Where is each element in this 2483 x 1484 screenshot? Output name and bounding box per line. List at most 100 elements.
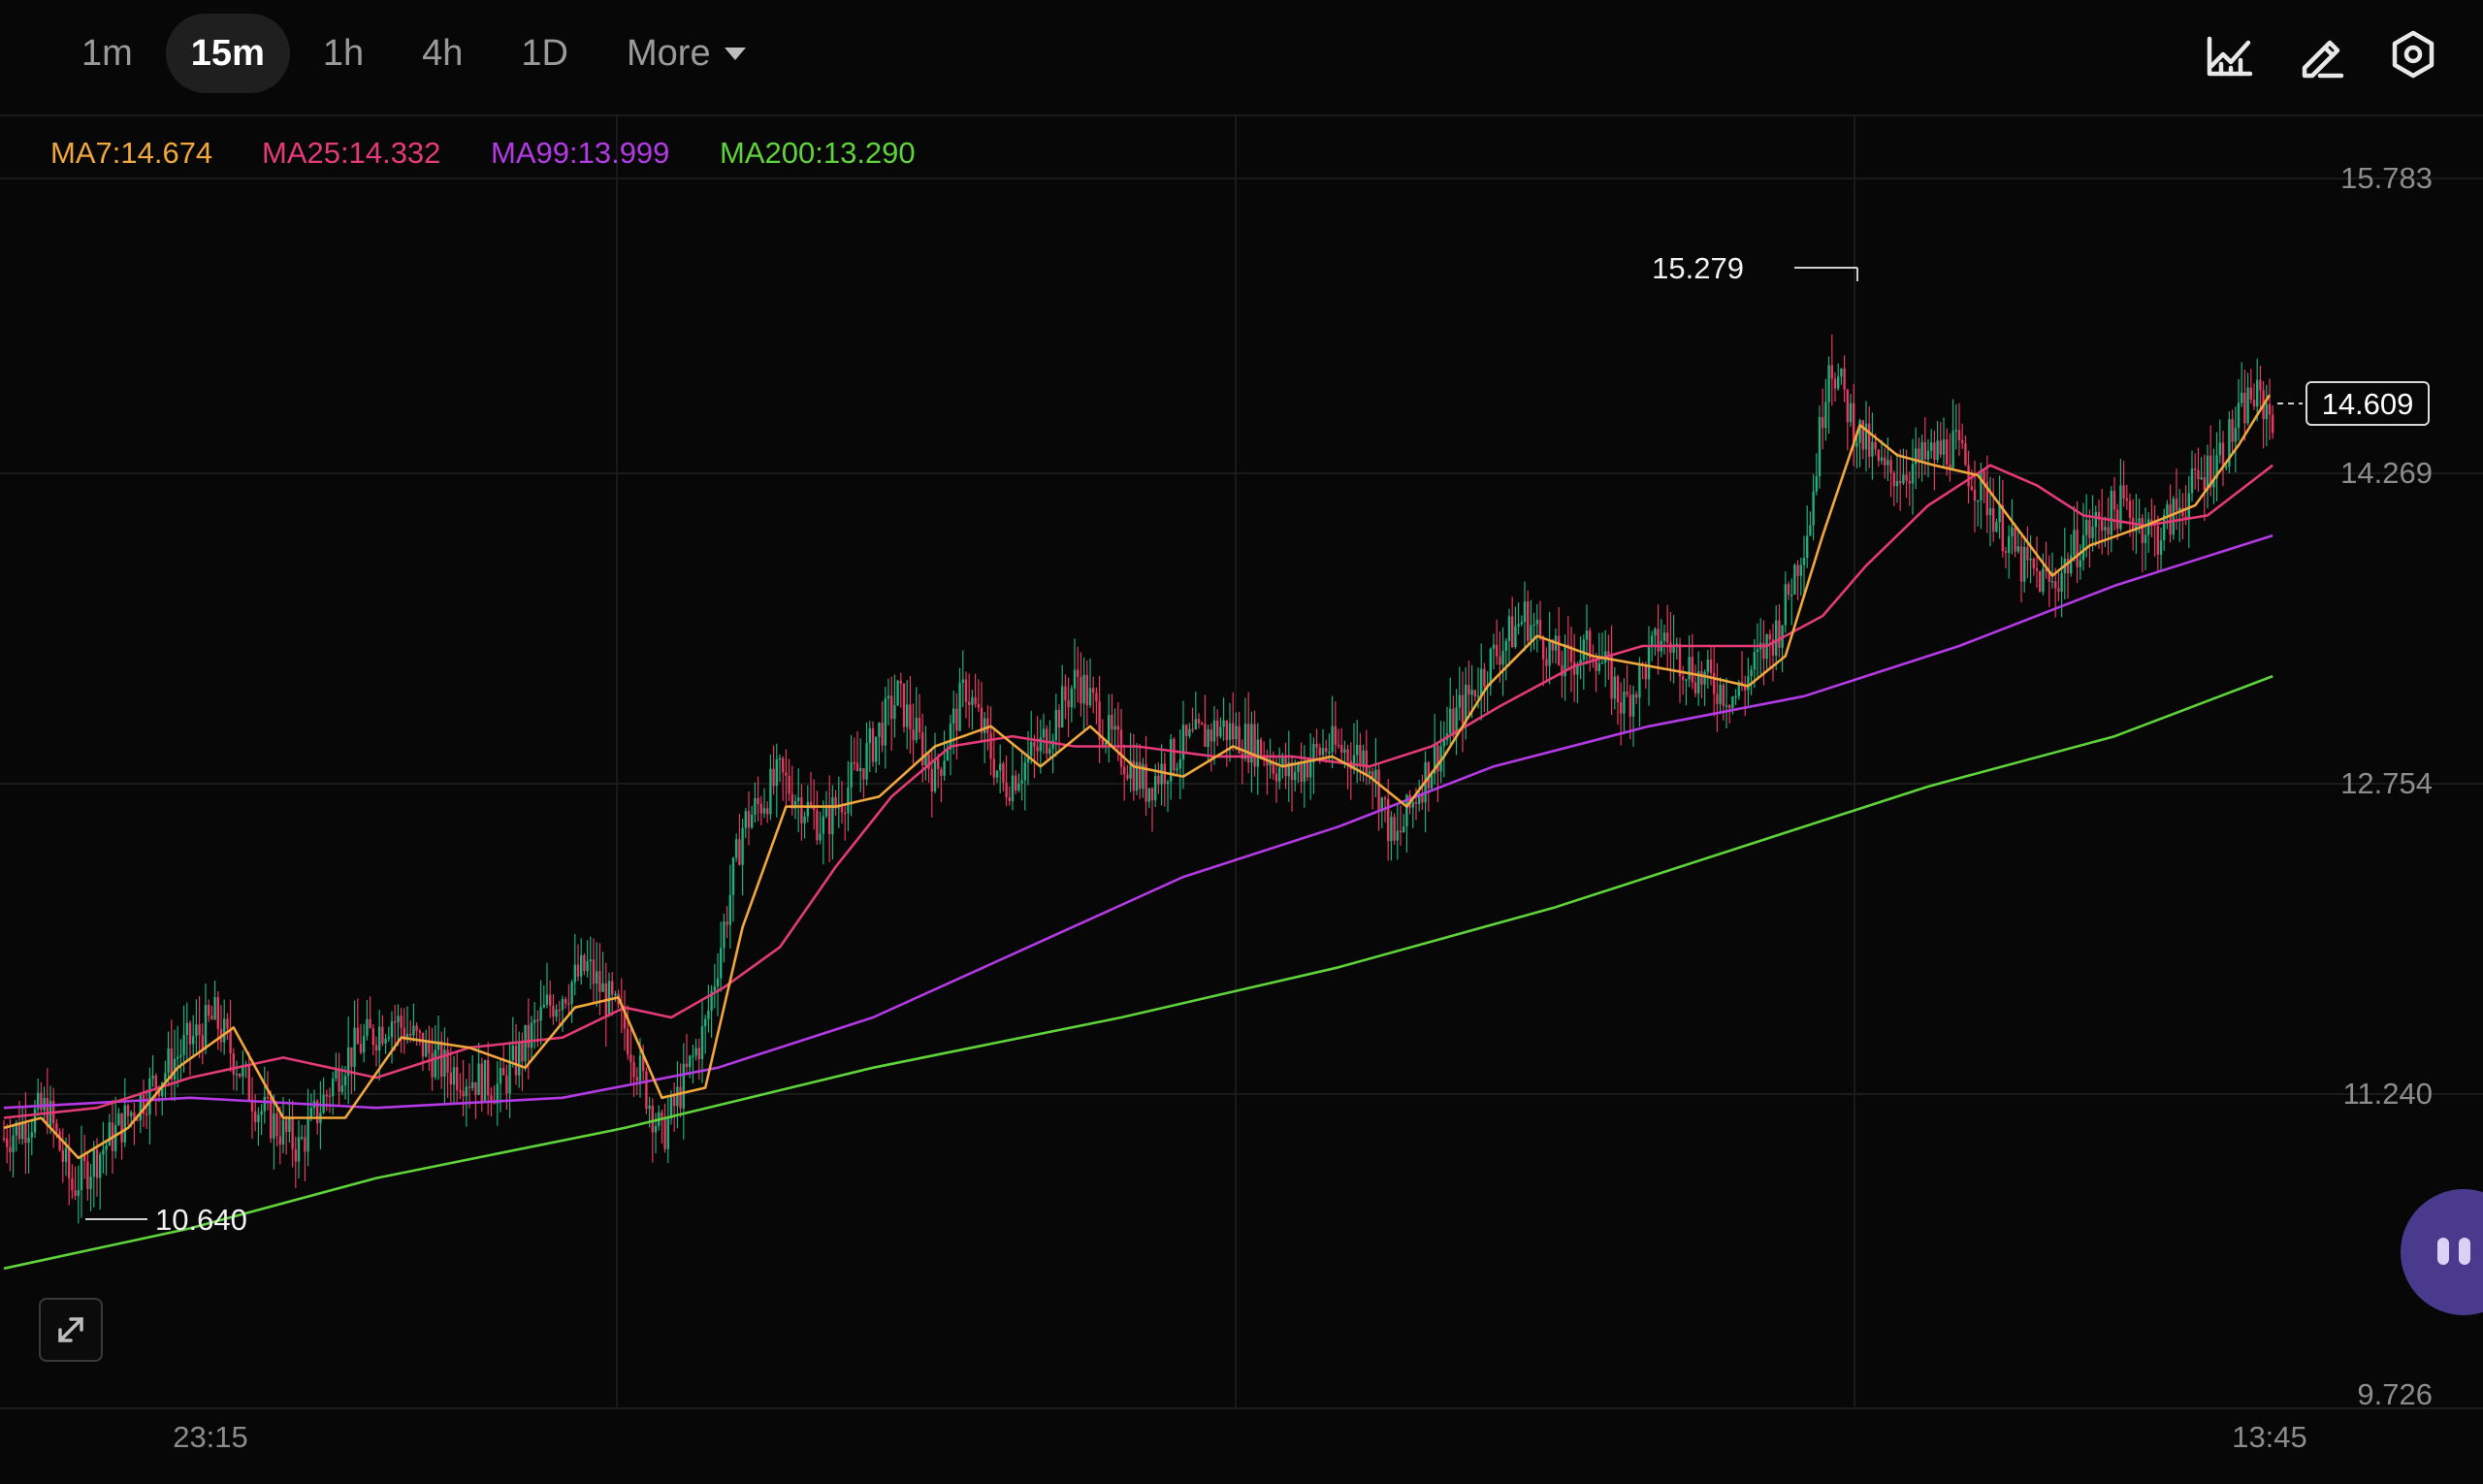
candle-body xyxy=(1150,788,1154,801)
candle-body xyxy=(405,1034,409,1041)
candle-body xyxy=(431,1052,434,1078)
candle-body xyxy=(1709,660,1713,673)
candle-body xyxy=(508,1060,511,1094)
candle-body xyxy=(1455,707,1458,736)
candle-body xyxy=(1334,726,1337,745)
tab-1m[interactable]: 1m xyxy=(81,33,133,74)
candle-body xyxy=(1908,480,1911,484)
candle-body xyxy=(1294,771,1297,781)
candle-body xyxy=(434,1049,436,1078)
candle-body xyxy=(1212,720,1216,742)
candle-body xyxy=(92,1149,95,1178)
candle-body xyxy=(1057,709,1061,728)
candle-body xyxy=(1535,620,1538,625)
candle-body xyxy=(1020,780,1023,784)
candlestick-chart[interactable]: MA7:14.674 MA25:14.332 MA99:13.999 MA200… xyxy=(0,116,2483,1479)
candle-body xyxy=(1436,745,1439,772)
candle-body xyxy=(2200,477,2203,480)
last-price-label: 14.609 xyxy=(2322,387,2414,421)
tab-4h[interactable]: 4h xyxy=(422,33,464,74)
candle-body xyxy=(1644,664,1647,680)
candle-body xyxy=(1039,737,1042,752)
candle-body xyxy=(1315,743,1318,748)
candle-body xyxy=(130,1112,133,1116)
candle-body xyxy=(2150,519,2153,523)
candle-body xyxy=(552,1005,555,1017)
pause-bar xyxy=(2437,1238,2449,1265)
candle-body xyxy=(1530,625,1532,641)
candle-body xyxy=(40,1092,43,1111)
candle-body xyxy=(27,1137,30,1144)
candle-body xyxy=(893,705,896,720)
candle-body xyxy=(1582,639,1585,661)
candle-body xyxy=(1666,632,1669,643)
chart-area[interactable]: MA7:14.674 MA25:14.332 MA99:13.999 MA200… xyxy=(0,116,2483,1479)
candle-body xyxy=(2045,568,2048,572)
candle-body xyxy=(831,797,834,835)
candle-body xyxy=(1318,747,1321,756)
candle-body xyxy=(1238,726,1241,754)
x-axis: 23:15 13:45 xyxy=(173,1420,2307,1454)
candle-body xyxy=(1405,794,1408,826)
draw-icon[interactable] xyxy=(2293,25,2351,83)
candle-body xyxy=(1023,762,1026,781)
candle-body xyxy=(1082,674,1085,704)
candle-body xyxy=(6,1138,9,1147)
candle-body xyxy=(1483,668,1486,687)
candle-body xyxy=(247,1064,250,1101)
candle-body xyxy=(421,1032,425,1057)
candle-body xyxy=(2073,530,2076,556)
candle-body xyxy=(459,1089,462,1092)
candle-body xyxy=(623,1007,627,1029)
tab-1h[interactable]: 1h xyxy=(322,33,365,74)
candle-body xyxy=(1899,480,1902,484)
candle-body xyxy=(974,696,977,704)
candle-body xyxy=(374,1045,378,1051)
candle-body xyxy=(645,1071,648,1109)
candle-body xyxy=(1340,744,1343,753)
candle-body xyxy=(1628,694,1631,717)
candle-body xyxy=(77,1190,80,1196)
candle-body xyxy=(1476,695,1480,697)
candle-body xyxy=(1548,639,1551,666)
candle-body xyxy=(716,978,720,987)
expand-button[interactable] xyxy=(39,1298,103,1362)
candle-body xyxy=(1312,743,1315,763)
candle-body xyxy=(961,679,964,684)
candle-body xyxy=(1290,762,1294,781)
candle-body xyxy=(1889,460,1892,473)
candle-body xyxy=(881,723,884,746)
candle-body xyxy=(1855,442,1858,447)
candle-body xyxy=(1936,440,1939,461)
more-dropdown[interactable]: More xyxy=(601,14,771,93)
candle-body xyxy=(1973,489,1977,501)
candle-body xyxy=(260,1111,263,1115)
candle-body xyxy=(235,1073,239,1076)
candle-body xyxy=(855,762,859,771)
candle-body xyxy=(1933,442,1936,461)
candle-body xyxy=(1359,744,1362,764)
indicators-icon[interactable] xyxy=(2200,25,2258,83)
candle-body xyxy=(1396,830,1399,841)
settings-icon[interactable] xyxy=(2384,25,2442,83)
candle-body xyxy=(356,1027,359,1045)
candle-body xyxy=(1527,601,1530,641)
candle-body xyxy=(1253,724,1256,767)
candle-body xyxy=(1250,724,1253,763)
candle-body xyxy=(378,1026,381,1051)
candle-body xyxy=(1272,761,1274,774)
tab-1d[interactable]: 1D xyxy=(521,33,568,74)
candle-body xyxy=(2128,500,2132,518)
candle-body xyxy=(887,695,890,699)
candle-body xyxy=(1325,748,1328,753)
candle-body xyxy=(456,1067,459,1090)
tab-15m[interactable]: 15m xyxy=(165,14,290,93)
candle-body xyxy=(1564,644,1566,677)
candle-body xyxy=(449,1072,452,1085)
candle-body xyxy=(738,839,741,865)
candle-body xyxy=(340,1085,343,1092)
candle-body xyxy=(1635,694,1638,698)
candle-body xyxy=(726,921,728,925)
candle-body xyxy=(1920,441,1923,463)
candle-body xyxy=(2029,559,2032,561)
